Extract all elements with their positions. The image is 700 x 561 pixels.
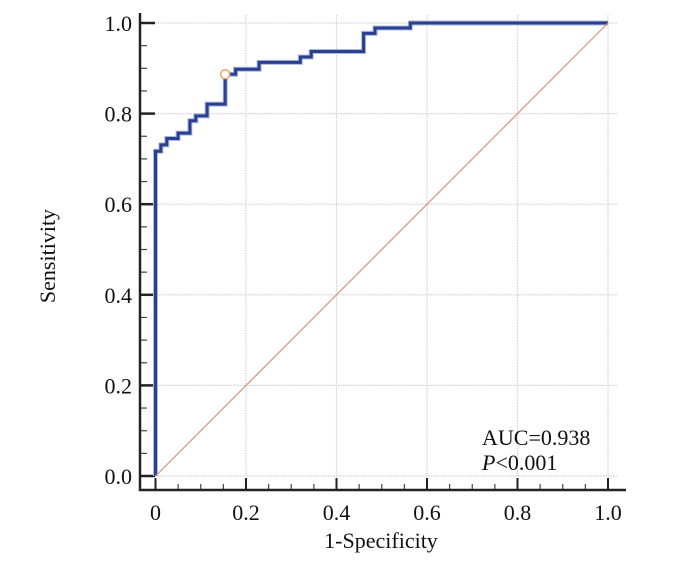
reference-diagonal	[155, 22, 609, 477]
y-tick-label: 0.8	[105, 102, 133, 127]
axes: 0 0.2 0.4 0.6 0.8 1.0 0.0 0.2 0.4 0.6 0.8 1.0	[105, 11, 626, 525]
x-tick-label: 0.2	[232, 500, 260, 525]
x-tick-label: 0	[150, 500, 161, 525]
x-tick-label: 0.6	[413, 500, 441, 525]
y-axis-label: Sensitivity	[35, 209, 60, 303]
y-tick-label: 0.2	[105, 373, 133, 398]
auc-annotation: AUC=0.938	[482, 425, 590, 450]
x-tick-label: 1.0	[594, 500, 622, 525]
x-tick-label: 0.4	[323, 500, 351, 525]
p-value-annotation: P<0.001	[481, 450, 557, 475]
y-tick-label: 1.0	[105, 11, 133, 36]
optimal-cutoff-marker	[219, 68, 231, 80]
y-tick-label: 0.4	[105, 283, 133, 308]
x-tick-label: 0.8	[504, 500, 532, 525]
series-layer	[153, 20, 609, 477]
p-value: <0.001	[495, 450, 557, 475]
x-axis-label: 1-Specificity	[324, 528, 438, 553]
y-tick-label: 0.6	[105, 192, 133, 217]
y-tick-label: 0.0	[105, 464, 133, 489]
p-letter: P	[481, 450, 495, 475]
